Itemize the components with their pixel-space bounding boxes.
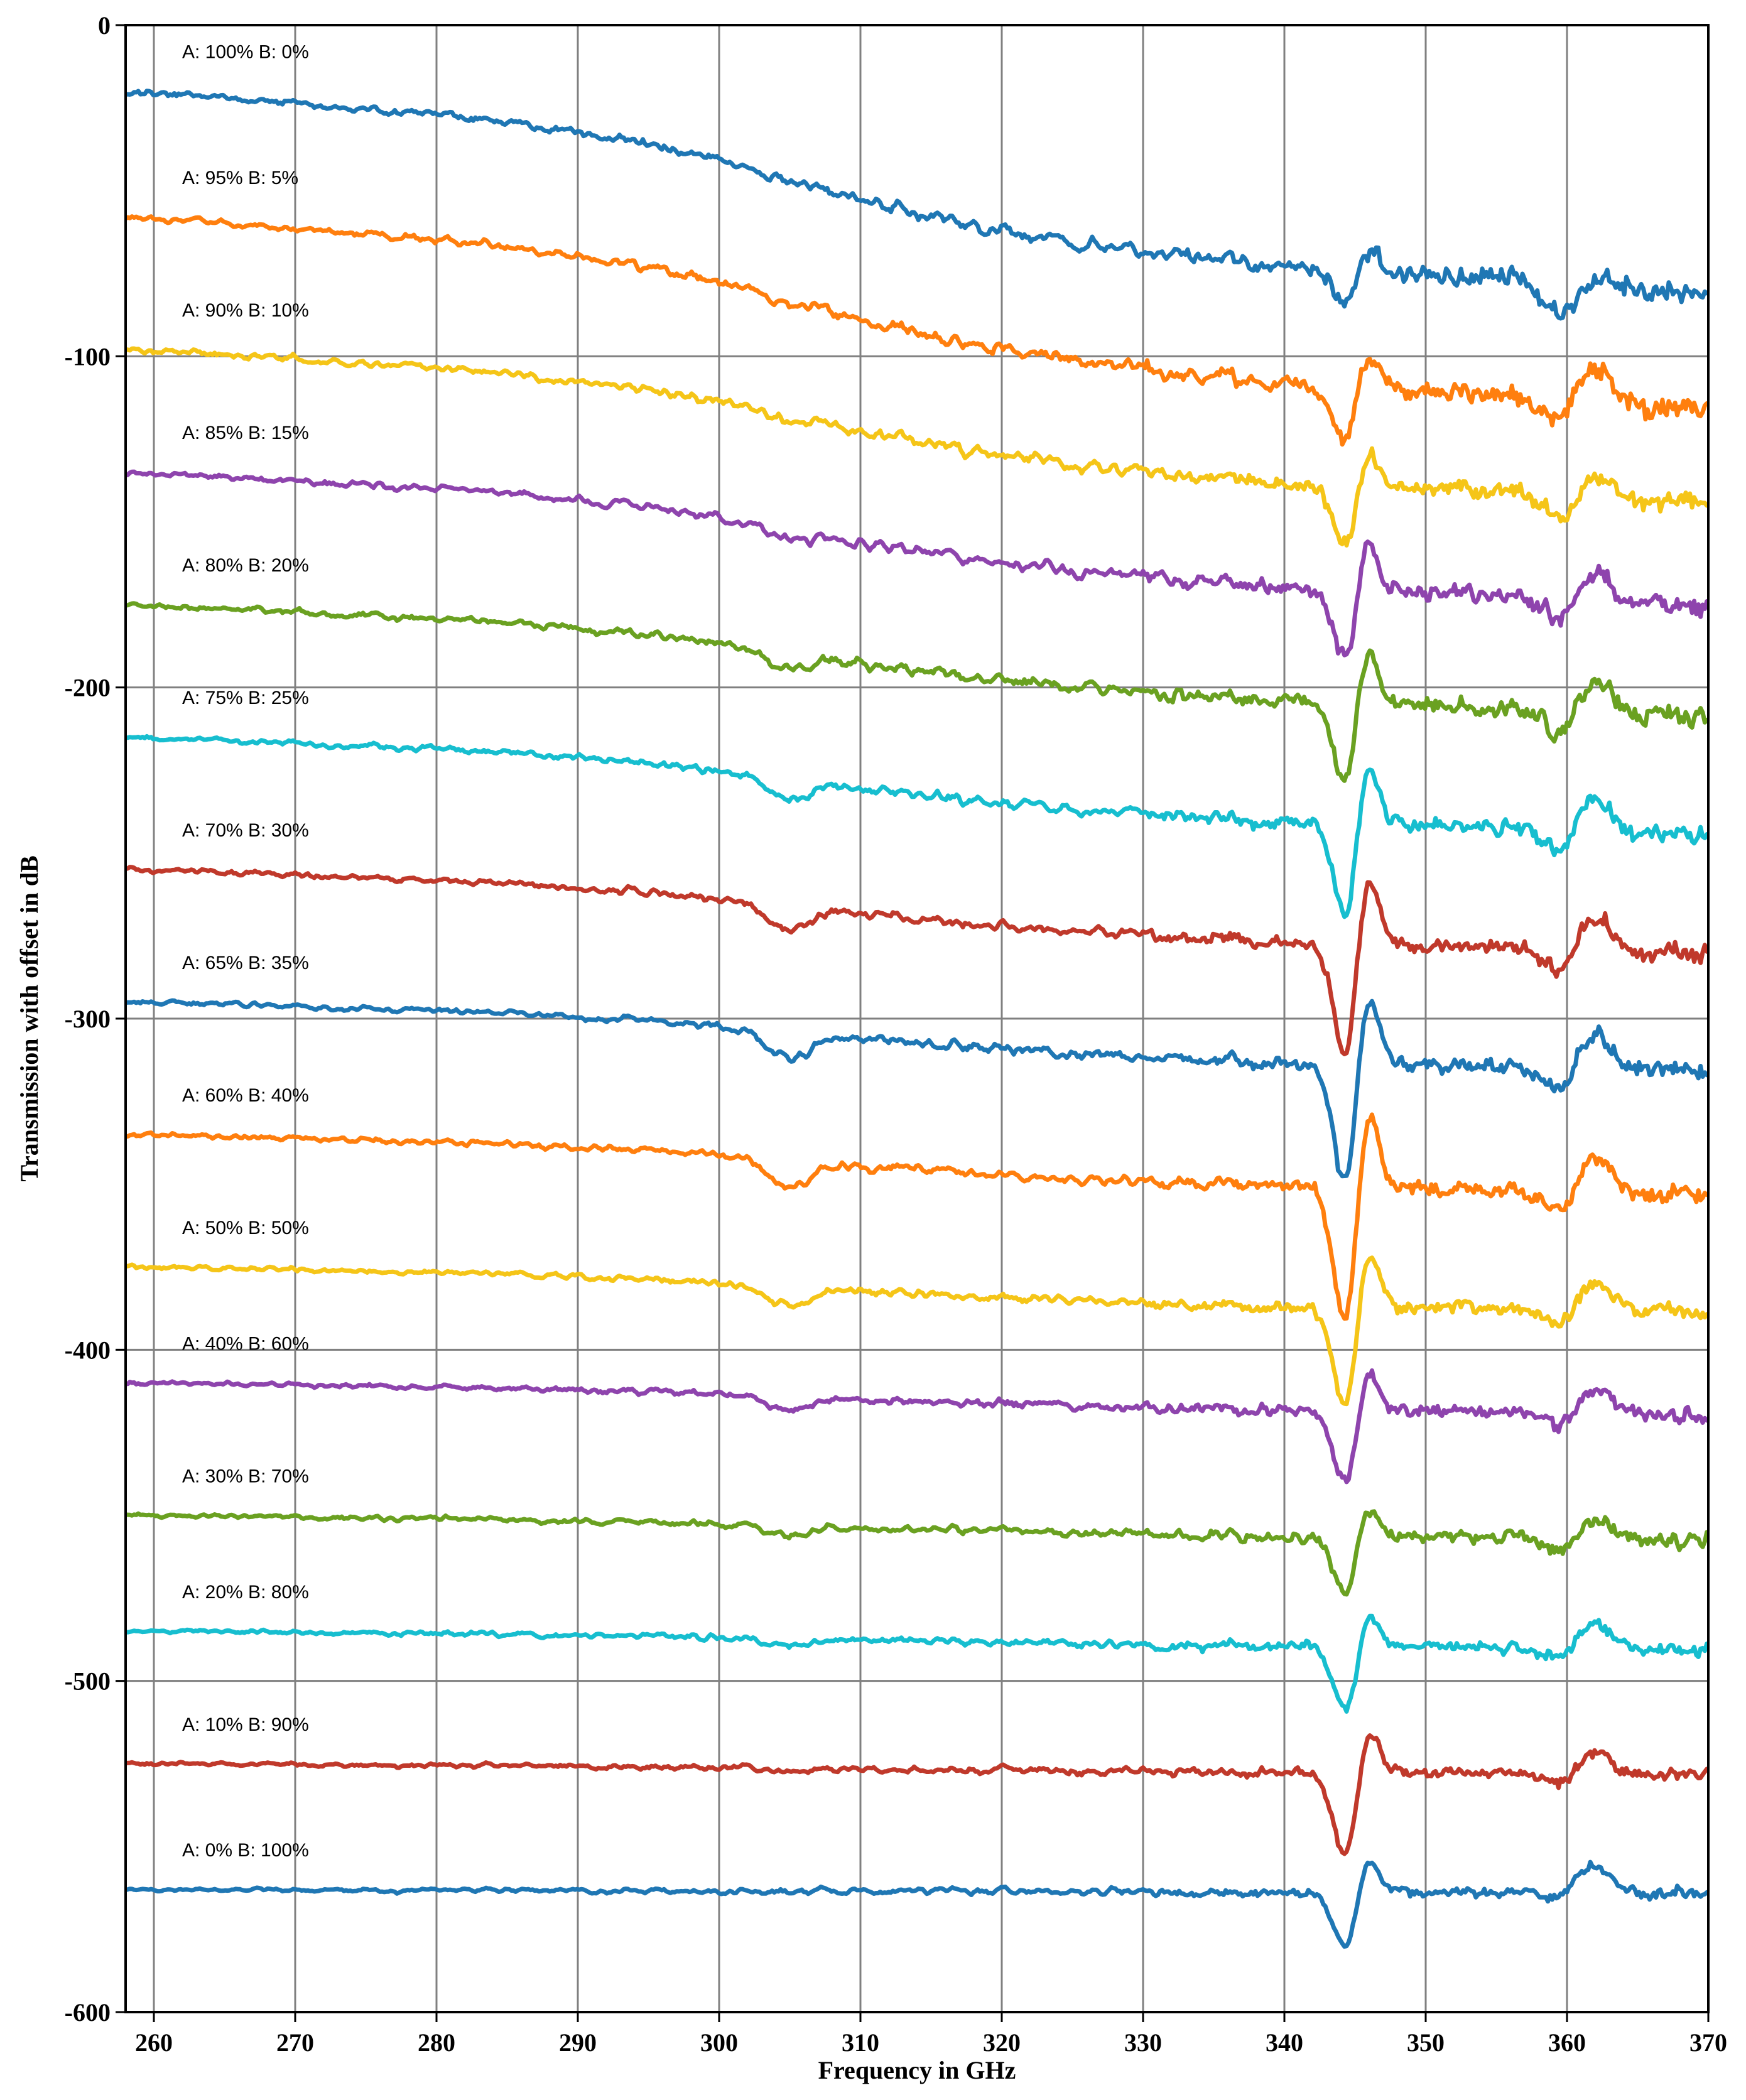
y-tick-2: -400 xyxy=(65,1336,111,1364)
x-tick-5: 310 xyxy=(842,2028,879,2057)
x-axis-label: Frequency in GHz xyxy=(818,2056,1016,2084)
series-label-14: A: 0% B: 100% xyxy=(182,1840,309,1861)
x-tick-2: 280 xyxy=(418,2028,455,2057)
x-tick-7: 330 xyxy=(1124,2028,1162,2057)
chart-container: A: 100% B: 0% A: 95% B: 5% A: 90% B: 10% A:… xyxy=(0,0,1746,2100)
x-tick-6: 320 xyxy=(983,2028,1021,2057)
series-label-4: A: 80% B: 20% xyxy=(182,555,309,576)
y-tick-3: -300 xyxy=(65,1005,111,1033)
series-label-12: A: 20% B: 80% xyxy=(182,1582,309,1603)
series-label-11: A: 30% B: 70% xyxy=(182,1466,309,1486)
x-tick-9: 350 xyxy=(1407,2028,1445,2057)
series-label-1: A: 95% B: 5% xyxy=(182,168,298,188)
transmission-chart: A: 100% B: 0% A: 95% B: 5% A: 90% B: 10% A:… xyxy=(0,0,1746,2100)
y-axis-label: Transmission with offset in dB xyxy=(15,855,43,1181)
y-tick-6: 0 xyxy=(98,11,111,40)
series-label-10: A: 40% B: 60% xyxy=(182,1333,309,1354)
y-tick-0: -600 xyxy=(65,1998,111,2027)
series-label-9: A: 50% B: 50% xyxy=(182,1218,309,1238)
series-label-0: A: 100% B: 0% xyxy=(182,42,309,63)
series-label-7: A: 65% B: 35% xyxy=(182,953,309,973)
y-tick-1: -500 xyxy=(65,1667,111,1696)
x-tick-1: 270 xyxy=(276,2028,314,2057)
y-tick-5: -100 xyxy=(65,342,111,371)
series-label-8: A: 60% B: 40% xyxy=(182,1085,309,1106)
series-label-2: A: 90% B: 10% xyxy=(182,300,309,321)
series-label-6: A: 70% B: 30% xyxy=(182,820,309,841)
x-tick-4: 300 xyxy=(700,2028,738,2057)
x-tick-11: 370 xyxy=(1689,2028,1727,2057)
x-tick-10: 360 xyxy=(1548,2028,1586,2057)
x-tick-3: 290 xyxy=(559,2028,597,2057)
series-label-5: A: 75% B: 25% xyxy=(182,688,309,708)
x-tick-0: 260 xyxy=(135,2028,173,2057)
x-tick-8: 340 xyxy=(1266,2028,1303,2057)
series-label-13: A: 10% B: 90% xyxy=(182,1714,309,1735)
y-tick-4: -200 xyxy=(65,674,111,702)
series-label-3: A: 85% B: 15% xyxy=(182,423,309,443)
